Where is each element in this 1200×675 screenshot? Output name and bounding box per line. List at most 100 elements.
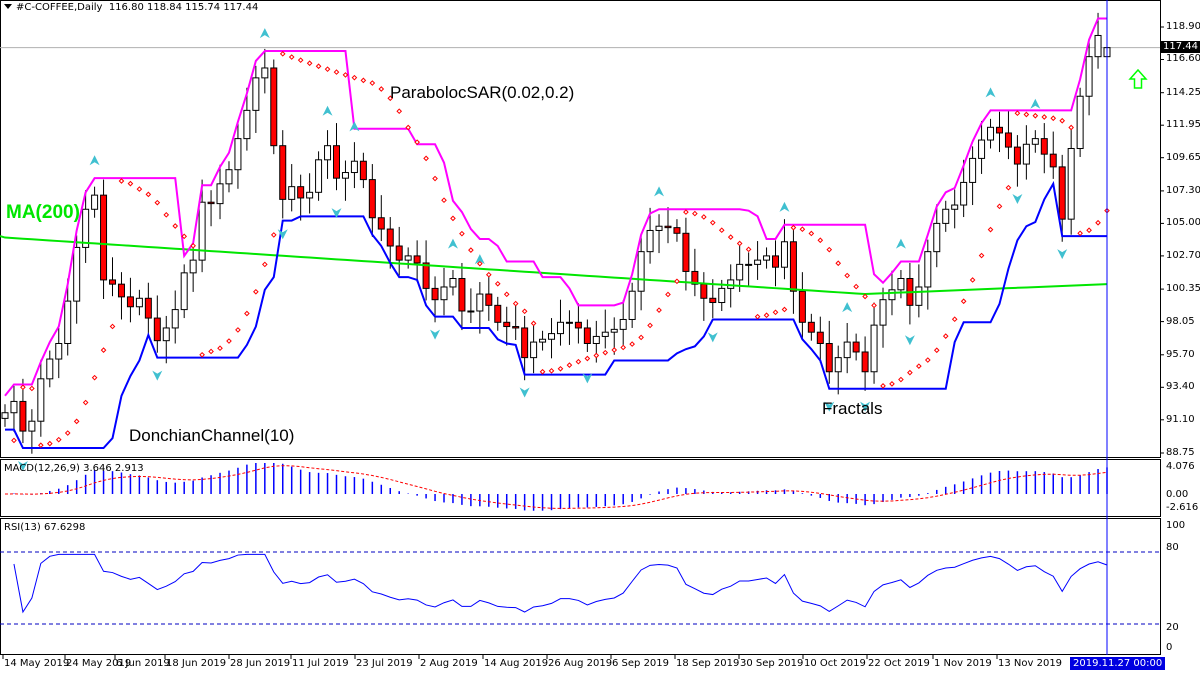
candle-bear xyxy=(789,241,797,292)
sar-dot xyxy=(190,242,196,249)
fractal-up-icon xyxy=(474,254,485,265)
sar-dot xyxy=(602,349,609,356)
candle-bull xyxy=(64,300,72,344)
ma-annotation: MA(200) xyxy=(6,202,80,223)
sar-dot xyxy=(862,293,868,300)
fractal-down-icon xyxy=(1057,249,1068,260)
candle-bull xyxy=(942,208,950,224)
fractal-up-icon xyxy=(842,302,853,313)
sar-dot xyxy=(423,155,429,162)
time-axis-label: 10 Oct 2019 xyxy=(804,658,866,669)
current-price-label: 117.44 xyxy=(1161,41,1200,53)
candle-bull xyxy=(46,358,54,380)
fractal-down-icon xyxy=(152,370,163,381)
time-axis-label: 6 Sep 2019 xyxy=(612,658,670,669)
candle-bull xyxy=(216,183,224,205)
macd-panel-frame xyxy=(0,459,1161,517)
sar-dot xyxy=(808,230,815,237)
sar-dot xyxy=(55,436,62,443)
sar-dot xyxy=(521,308,528,315)
sar-dot xyxy=(118,178,125,184)
fractal-down-icon xyxy=(860,401,871,412)
sar-dot xyxy=(208,348,214,355)
sar-dot xyxy=(369,80,376,86)
sar-dot xyxy=(485,271,492,278)
candle-bear xyxy=(512,326,520,329)
candle-bear xyxy=(816,331,824,344)
macd-tick-zero: 0.00 xyxy=(1166,489,1189,500)
sar-dot xyxy=(960,298,967,305)
candle-bull xyxy=(879,299,887,326)
collapse-triangle-icon[interactable] xyxy=(4,4,12,9)
rsi-tick-20: 20 xyxy=(1166,622,1179,633)
sar-dot xyxy=(288,54,295,60)
sar-dot xyxy=(933,347,940,354)
sar-dot xyxy=(109,323,116,330)
price-tick-label: 109.65 xyxy=(1166,151,1200,163)
sar-dot xyxy=(459,230,465,237)
candle-bull xyxy=(565,321,573,324)
price-tick-label: 91.10 xyxy=(1166,413,1195,425)
candle-bull xyxy=(897,278,905,291)
fractal-down-icon xyxy=(582,373,593,384)
candle-bull xyxy=(440,286,448,301)
candle-bull xyxy=(1,412,9,419)
candle-bull xyxy=(198,201,206,261)
price-tick-label: 107.30 xyxy=(1166,184,1200,196)
candle-bear xyxy=(664,225,672,229)
cursor-time-label: 2019.11.27 00:00 xyxy=(1070,657,1166,670)
sar-dot xyxy=(629,341,635,347)
candle-bull xyxy=(960,181,968,206)
sar-dot xyxy=(611,347,618,353)
sar-dot xyxy=(217,345,223,352)
sar-dot xyxy=(378,86,385,92)
sar-dot xyxy=(468,247,474,253)
candle-bull xyxy=(951,204,959,210)
time-axis-label: 11 Jul 2019 xyxy=(292,658,349,669)
candle-bear xyxy=(700,283,708,299)
sar-dot xyxy=(620,344,627,351)
candle-bull xyxy=(350,160,358,174)
sar-dot xyxy=(172,223,179,229)
candle-bear xyxy=(144,297,152,319)
sar-dot xyxy=(575,358,582,365)
candle-bull xyxy=(987,126,995,141)
time-axis-label: 30 Sep 2019 xyxy=(740,658,804,669)
candle-bull xyxy=(73,246,81,302)
sar-dot xyxy=(853,283,859,290)
candle-bear xyxy=(807,321,815,333)
sar-dot xyxy=(754,313,761,320)
candle-bull xyxy=(718,287,726,304)
price-tick-label: 100.35 xyxy=(1166,283,1200,295)
time-axis-label: 24 May 2019 xyxy=(66,658,132,669)
price-tick-label: 98.05 xyxy=(1166,315,1195,327)
candle-bull xyxy=(1094,34,1102,58)
fractal-down-icon xyxy=(707,332,718,343)
sar-dot xyxy=(253,288,259,295)
candle-bear xyxy=(386,228,394,247)
ma200-line xyxy=(0,235,1108,296)
sar-dot xyxy=(951,316,958,323)
sar-dot xyxy=(396,108,403,115)
sar-dot xyxy=(351,74,358,81)
sar-dot xyxy=(46,440,53,447)
candle-bull xyxy=(745,263,753,266)
candle-bear xyxy=(861,351,869,373)
fractal-down-icon xyxy=(824,401,835,412)
candle-bull xyxy=(135,297,143,308)
sar-annotation: ParabolocSAR(0.02,0.2) xyxy=(390,83,575,102)
rsi-line xyxy=(13,553,1108,614)
sar-dot xyxy=(82,399,89,406)
candle-bull xyxy=(1085,56,1093,97)
fractal-up-icon xyxy=(89,155,100,166)
donchian-lower-line xyxy=(5,180,1107,450)
candle-bear xyxy=(413,255,421,264)
candle-bull xyxy=(243,109,251,140)
sar-dot xyxy=(414,139,420,146)
candle-bull xyxy=(180,272,188,311)
sar-dot xyxy=(226,338,232,344)
sar-dot xyxy=(1068,124,1074,131)
sar-dot xyxy=(745,246,752,253)
candle-bull xyxy=(780,241,788,268)
